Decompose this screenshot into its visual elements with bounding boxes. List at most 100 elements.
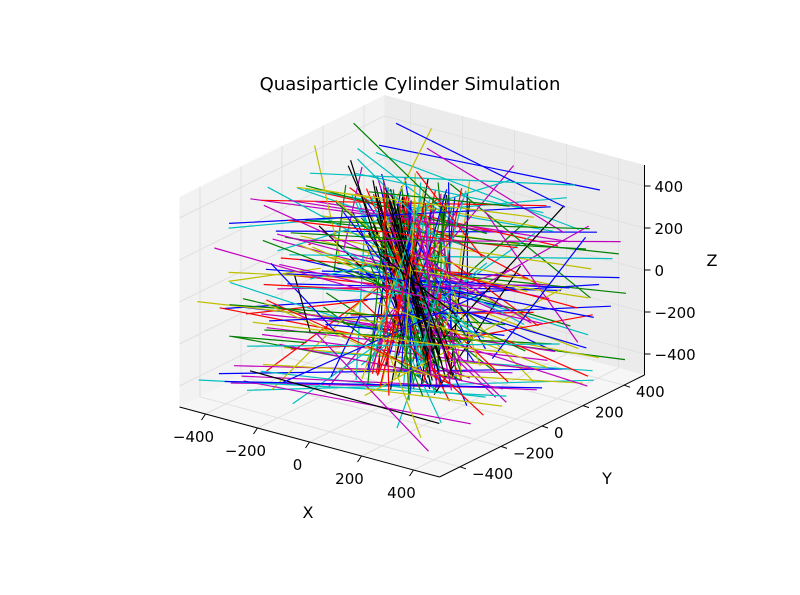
grid-line <box>179 241 385 345</box>
y-tick-mark <box>623 384 631 388</box>
trajectory-line <box>375 152 580 231</box>
axis-lines <box>179 165 651 478</box>
trajectory-line <box>275 230 598 233</box>
y-tick-label: 200 <box>595 404 624 422</box>
trajectory-line <box>401 200 412 370</box>
trajectory-line <box>332 237 550 285</box>
grid-line <box>384 115 645 187</box>
trajectory-line <box>277 233 473 287</box>
trajectory-line <box>324 189 538 228</box>
x-tick-label: 0 <box>293 456 303 474</box>
trajectory-line <box>442 302 455 332</box>
trajectory-line <box>416 218 453 391</box>
grid-line <box>179 115 385 219</box>
trajectory-line <box>395 122 566 208</box>
x-tick-mark <box>357 455 362 463</box>
trajectory-line <box>355 172 544 214</box>
x-tick-mark <box>305 441 310 449</box>
y-tick-label: 400 <box>636 383 665 401</box>
trajectory-line <box>389 226 441 361</box>
trajectory-line <box>279 343 504 390</box>
trajectory-line <box>483 210 579 343</box>
trajectory-line <box>325 323 392 331</box>
trajectory-line <box>229 335 307 344</box>
trajectory-line <box>388 208 450 361</box>
trajectory-line <box>357 148 470 234</box>
trajectory-line <box>350 160 398 308</box>
z-tick-label: 400 <box>655 178 684 196</box>
trajectory-line <box>292 286 422 296</box>
trajectory-line <box>317 190 559 247</box>
trajectory-line <box>214 247 442 314</box>
trajectory-line <box>391 290 507 403</box>
trajectory-line <box>264 329 552 345</box>
x-tick-label: −200 <box>225 442 266 460</box>
trajectory-line <box>448 201 471 384</box>
trajectory-line <box>392 272 571 327</box>
trajectory-line <box>387 204 541 287</box>
trajectory-line <box>294 275 311 333</box>
trajectory-line <box>327 256 589 299</box>
trajectory-line <box>249 370 440 424</box>
y-tick-mark <box>459 466 467 470</box>
z-tick-label: −400 <box>655 346 696 364</box>
trajectory-line <box>491 236 587 359</box>
trajectory-line <box>228 197 567 229</box>
trajectory-line <box>285 236 452 265</box>
grid-line <box>384 157 645 229</box>
trajectory-line <box>383 254 578 309</box>
trajectory-line <box>229 206 551 224</box>
trajectory-line <box>308 243 312 246</box>
trajectory-line <box>314 331 429 452</box>
x-tick-mark <box>409 469 414 477</box>
trajectory-line <box>383 209 423 354</box>
trajectory-line <box>504 338 589 377</box>
x-tick-label: 200 <box>335 470 364 488</box>
trajectory-line <box>415 171 483 258</box>
trajectory-line <box>416 190 467 365</box>
trajectory-line <box>372 180 407 352</box>
trajectory-line <box>426 147 565 234</box>
z-axis-label: Z <box>707 251 718 270</box>
x-axis-label: X <box>303 503 314 522</box>
y-tick-mark <box>582 405 590 409</box>
trajectory-line <box>356 158 446 247</box>
trajectory-line <box>378 144 601 191</box>
z-tick-label: −200 <box>655 304 696 322</box>
z-tick-label: 200 <box>655 220 684 238</box>
z-tick-label: 0 <box>655 262 665 280</box>
trajectory-line <box>378 253 456 315</box>
trajectory-line <box>224 380 543 389</box>
chart-title: Quasiparticle Cylinder Simulation <box>260 74 561 95</box>
trajectory-line <box>279 263 543 325</box>
trajectory-line <box>393 224 429 358</box>
grid-line <box>199 396 461 468</box>
x-tick-mark <box>201 413 206 421</box>
trajectory-line <box>247 343 560 347</box>
trajectory-line <box>314 145 340 256</box>
y-tick-mark <box>541 425 549 429</box>
trajectory-line <box>228 271 384 280</box>
trajectory-line <box>366 187 402 372</box>
trajectory-line <box>310 220 590 230</box>
trajectory-line <box>263 283 360 290</box>
trajectory-line <box>368 191 510 207</box>
x-tick-mark <box>253 427 258 435</box>
y-tick-label: 0 <box>554 424 564 442</box>
y-axis-label: Y <box>601 469 612 488</box>
y-tick-label: −400 <box>472 465 513 483</box>
trajectory-line <box>379 203 425 387</box>
trajectory-line <box>299 239 621 243</box>
trajectory-line <box>371 196 422 362</box>
y-tick-label: −200 <box>513 444 554 462</box>
x-tick-label: −400 <box>173 428 214 446</box>
y-tick-mark <box>500 445 508 449</box>
trajectory-line <box>376 302 548 368</box>
trajectory-line <box>289 254 613 260</box>
trajectory-line <box>375 319 422 438</box>
trajectory-line <box>243 380 471 425</box>
trajectory-line <box>367 196 432 360</box>
trajectory-line <box>270 262 336 333</box>
tick-labels: −400−2000200400−400−2000200400−400−20002… <box>173 178 696 502</box>
